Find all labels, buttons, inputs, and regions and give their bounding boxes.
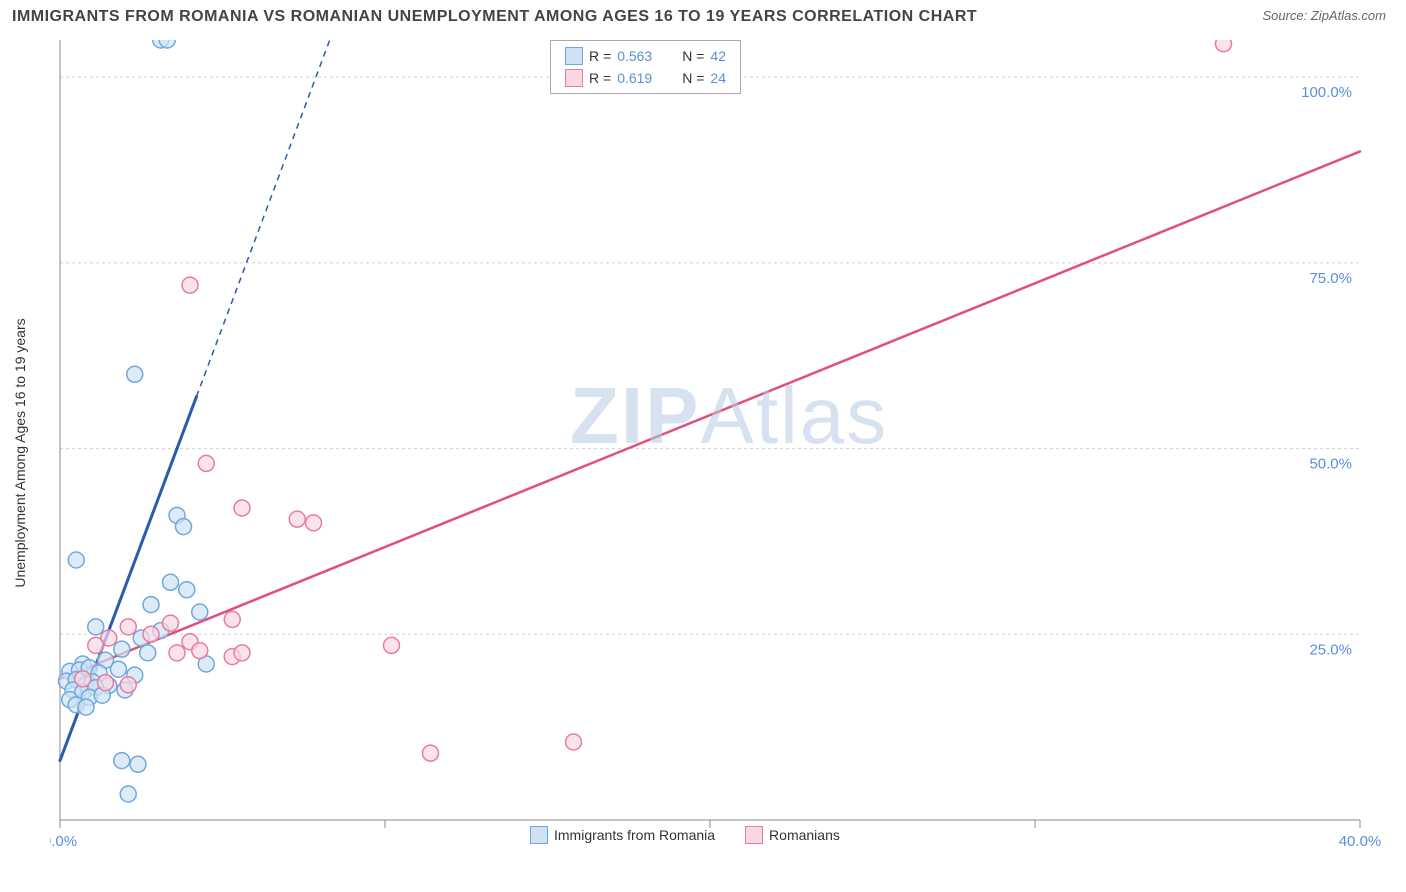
legend-n-value: 42 [710, 48, 726, 64]
source-attribution: Source: ZipAtlas.com [1262, 8, 1386, 23]
chart-header: IMMIGRANTS FROM ROMANIA VS ROMANIAN UNEM… [0, 0, 1406, 26]
legend-n-value: 24 [710, 70, 726, 86]
legend-r-value: 0.619 [617, 70, 652, 86]
svg-text:100.0%: 100.0% [1301, 84, 1352, 101]
scatter-chart: 25.0% 50.0% 75.0% 100.0% 0.0% 40.0% [50, 40, 1390, 850]
series-swatch-romanians [745, 826, 763, 844]
svg-text:40.0%: 40.0% [1339, 833, 1382, 850]
source-name: ZipAtlas.com [1311, 8, 1386, 23]
svg-text:75.0%: 75.0% [1309, 270, 1352, 287]
legend-swatch-immigrants [565, 47, 583, 65]
series-legend-romanians: Romanians [745, 826, 840, 844]
series-swatch-immigrants [530, 826, 548, 844]
series-label-romanians: Romanians [769, 827, 840, 843]
legend-r-label: R = [589, 70, 611, 86]
correlation-legend: R = 0.563 N = 42 R = 0.619 N = 24 [550, 40, 741, 94]
svg-text:0.0%: 0.0% [50, 833, 77, 850]
series-label-immigrants: Immigrants from Romania [554, 827, 715, 843]
svg-text:50.0%: 50.0% [1309, 456, 1352, 473]
legend-row-romanians: R = 0.619 N = 24 [565, 69, 726, 87]
series-legend: Immigrants from Romania Romanians [530, 826, 840, 844]
series-legend-immigrants: Immigrants from Romania [530, 826, 715, 844]
legend-swatch-romanians [565, 69, 583, 87]
source-prefix: Source: [1262, 8, 1310, 23]
chart-container: Unemployment Among Ages 16 to 19 years 2… [50, 40, 1390, 850]
legend-n-label: N = [682, 48, 704, 64]
legend-row-immigrants: R = 0.563 N = 42 [565, 47, 726, 65]
svg-text:25.0%: 25.0% [1309, 641, 1352, 658]
legend-n-label: N = [682, 70, 704, 86]
legend-r-label: R = [589, 48, 611, 64]
chart-title: IMMIGRANTS FROM ROMANIA VS ROMANIAN UNEM… [12, 8, 977, 26]
legend-r-value: 0.563 [617, 48, 652, 64]
y-axis-label: Unemployment Among Ages 16 to 19 years [12, 318, 28, 587]
